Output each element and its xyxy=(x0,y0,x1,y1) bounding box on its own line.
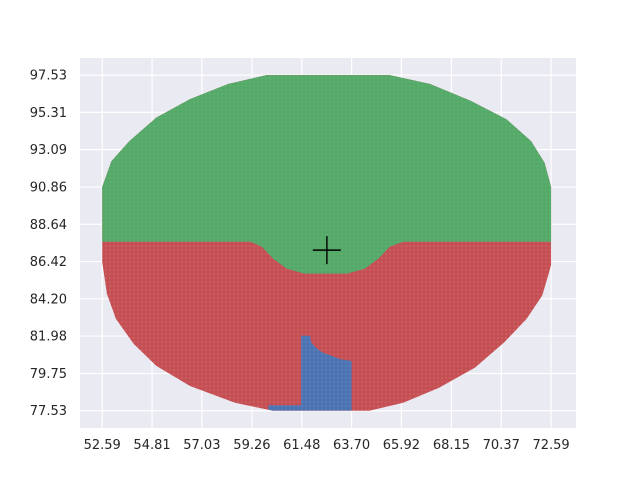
x-axis-ticks: 52.59 54.81 57.03 59.26 61.48 63.70 65.92 68.15… xyxy=(84,438,570,453)
y-tick-label: 84.20 xyxy=(30,292,67,307)
x-tick-label: 72.59 xyxy=(532,438,569,453)
x-tick-label: 65.92 xyxy=(383,438,420,453)
x-tick-label: 57.03 xyxy=(183,438,220,453)
y-tick-label: 95.31 xyxy=(30,106,67,121)
y-tick-label: 79.75 xyxy=(30,367,67,382)
x-tick-label: 59.26 xyxy=(233,438,270,453)
center-marker xyxy=(312,236,341,265)
blue-region xyxy=(268,335,352,411)
green-region xyxy=(102,75,552,274)
x-tick-label: 52.59 xyxy=(84,438,121,453)
y-tick-label: 97.53 xyxy=(30,69,67,84)
x-tick-label: 54.81 xyxy=(133,438,170,453)
y-tick-label: 86.42 xyxy=(30,255,67,270)
x-tick-label: 70.37 xyxy=(483,438,520,453)
y-tick-label: 77.53 xyxy=(30,404,67,419)
y-axis-ticks: 77.53 79.75 81.98 84.20 86.42 88.64 90.86 93.09… xyxy=(30,69,67,420)
x-tick-label: 61.48 xyxy=(283,438,320,453)
x-tick-label: 63.70 xyxy=(333,438,370,453)
x-tick-label: 68.15 xyxy=(433,438,470,453)
y-tick-label: 90.86 xyxy=(30,181,67,196)
y-tick-label: 81.98 xyxy=(30,330,67,345)
y-tick-label: 88.64 xyxy=(30,218,67,233)
y-tick-label: 93.09 xyxy=(30,143,67,158)
